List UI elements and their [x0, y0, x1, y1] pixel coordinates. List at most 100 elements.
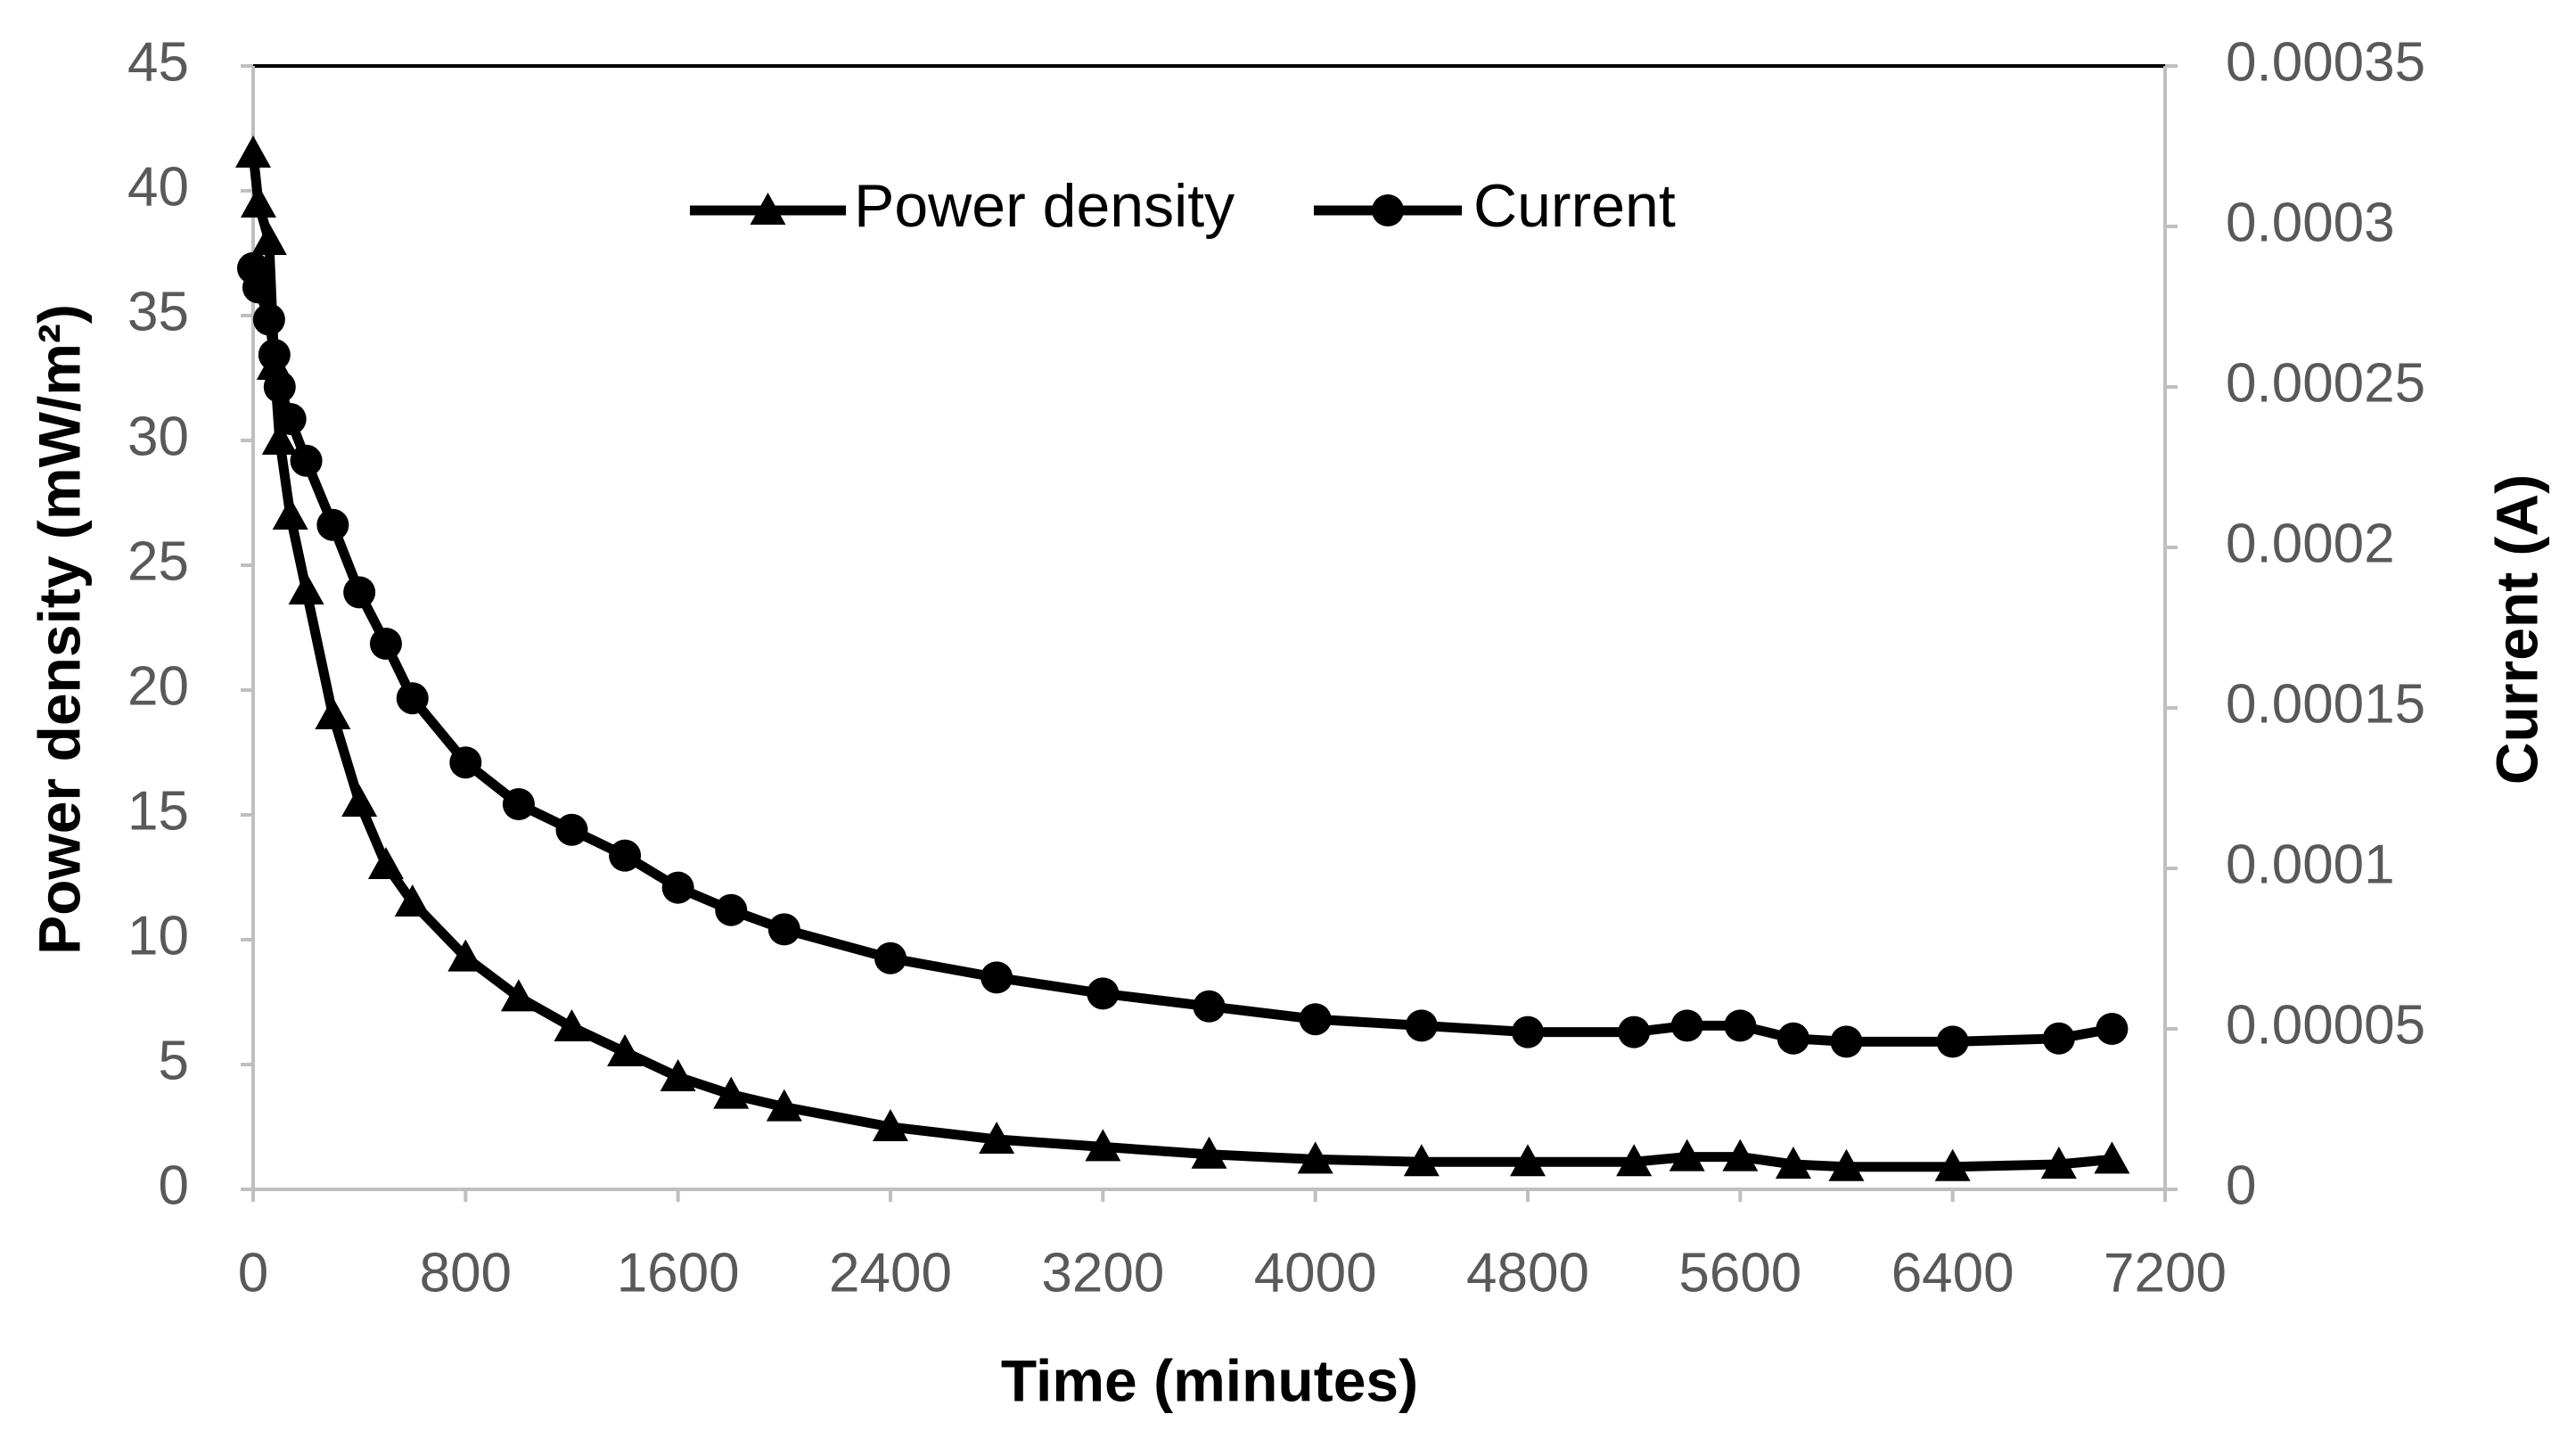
circle-marker	[343, 576, 376, 609]
triangle-marker	[979, 1122, 1015, 1154]
triangle-marker	[1775, 1147, 1811, 1179]
legend-label: Current	[1473, 172, 1676, 240]
circle-marker	[1830, 1025, 1863, 1058]
y-axis-title: Power density (mW/m²)	[26, 304, 92, 955]
triangle-marker	[500, 979, 537, 1012]
circle-marker	[874, 941, 907, 974]
triangle-marker	[288, 572, 324, 604]
circle-marker	[1936, 1025, 1969, 1058]
circle-marker	[1670, 1009, 1703, 1042]
triangle-marker	[367, 847, 404, 879]
circle-marker	[502, 788, 535, 820]
circle-marker	[767, 913, 800, 946]
x-tick-label: 5600	[1678, 1242, 1801, 1303]
legend-marker	[1372, 194, 1404, 226]
y-tick-label: 25	[127, 530, 189, 592]
x-tick-label: 6400	[1891, 1242, 2014, 1303]
y2-axis-title: Current (A)	[2483, 474, 2549, 785]
y2-tick-label: 0.0001	[2226, 834, 2395, 895]
y-tick-label: 20	[127, 655, 189, 717]
triangle-marker	[240, 185, 276, 218]
triangle-marker	[250, 223, 287, 255]
triangle-marker	[1669, 1139, 1705, 1172]
triangle-marker	[873, 1109, 908, 1141]
triangle-marker	[1191, 1136, 1227, 1169]
triangle-marker	[341, 785, 378, 817]
legend-label: Power density	[854, 172, 1235, 240]
triangle-marker	[554, 1009, 590, 1041]
triangle-marker	[1510, 1144, 1546, 1177]
circle-marker	[1724, 1009, 1757, 1042]
triangle-marker	[660, 1059, 696, 1091]
circle-marker	[258, 339, 291, 371]
y-tick-label: 40	[127, 156, 189, 218]
y2-tick-label: 0.00005	[2226, 994, 2425, 1056]
triangle-marker	[607, 1034, 644, 1066]
legend-marker	[750, 193, 786, 225]
y2-tick-label: 0.0003	[2226, 192, 2395, 253]
y-tick-label: 0	[159, 1155, 189, 1216]
circle-marker	[1405, 1009, 1438, 1042]
x-tick-label: 0	[238, 1242, 268, 1303]
y-tick-label: 35	[127, 281, 189, 342]
circle-marker	[980, 961, 1013, 994]
x-tick-label: 4800	[1466, 1242, 1589, 1303]
y2-tick-label: 0	[2226, 1155, 2256, 1216]
circle-marker	[252, 303, 285, 336]
circle-marker	[1087, 977, 1120, 1010]
circle-marker	[263, 371, 296, 403]
x-axis-title: Time (minutes)	[1001, 1347, 1418, 1413]
x-tick-label: 3200	[1041, 1242, 1164, 1303]
circle-marker	[1299, 1003, 1332, 1036]
x-tick-label: 2400	[829, 1242, 952, 1303]
triangle-marker	[315, 697, 351, 729]
triangle-marker	[261, 423, 298, 455]
circle-marker	[2096, 1013, 2129, 1045]
y-tick-label: 10	[127, 905, 189, 966]
y2-tick-label: 0.00025	[2226, 352, 2425, 414]
circle-marker	[1193, 990, 1226, 1023]
series-line	[248, 152, 2112, 1172]
y-tick-label: 5	[159, 1030, 189, 1091]
triangle-marker	[2040, 1147, 2077, 1179]
triangle-marker	[2094, 1141, 2130, 1174]
circle-marker	[555, 813, 588, 846]
triangle-marker	[272, 497, 308, 530]
circle-marker	[242, 271, 275, 304]
circle-marker	[369, 628, 402, 660]
triangle-marker	[235, 136, 271, 168]
y2-tick-label: 0.00015	[2226, 673, 2425, 735]
y-tick-label: 15	[127, 780, 189, 842]
y-tick-label: 45	[127, 31, 189, 93]
circle-marker	[2042, 1022, 2075, 1055]
circle-marker	[316, 508, 349, 541]
circle-marker	[290, 444, 323, 477]
series-line	[248, 267, 2113, 1047]
triangle-marker	[1722, 1139, 1759, 1172]
triangle-marker	[394, 884, 431, 917]
circle-marker	[1776, 1022, 1809, 1055]
triangle-marker	[447, 939, 484, 972]
triangle-marker	[1085, 1129, 1121, 1162]
y2-tick-label: 0.0002	[2226, 513, 2395, 574]
circle-marker	[449, 746, 482, 779]
y-tick-label: 30	[127, 406, 189, 467]
circle-marker	[396, 682, 429, 715]
circle-marker	[1618, 1015, 1651, 1048]
triangle-marker	[1403, 1144, 1440, 1177]
x-tick-label: 800	[420, 1242, 512, 1303]
circle-marker	[609, 839, 642, 872]
triangle-marker	[766, 1089, 802, 1122]
triangle-marker	[1616, 1144, 1653, 1177]
triangle-marker	[1297, 1141, 1333, 1174]
circle-marker	[274, 403, 307, 435]
circle-marker	[715, 893, 748, 926]
triangle-marker	[713, 1076, 750, 1109]
circle-marker	[661, 871, 694, 904]
circle-marker	[1512, 1015, 1544, 1048]
triangle-marker	[1828, 1148, 1865, 1181]
x-tick-label: 1600	[617, 1242, 740, 1303]
x-tick-label: 4000	[1254, 1242, 1377, 1303]
triangle-marker	[1934, 1148, 1971, 1181]
